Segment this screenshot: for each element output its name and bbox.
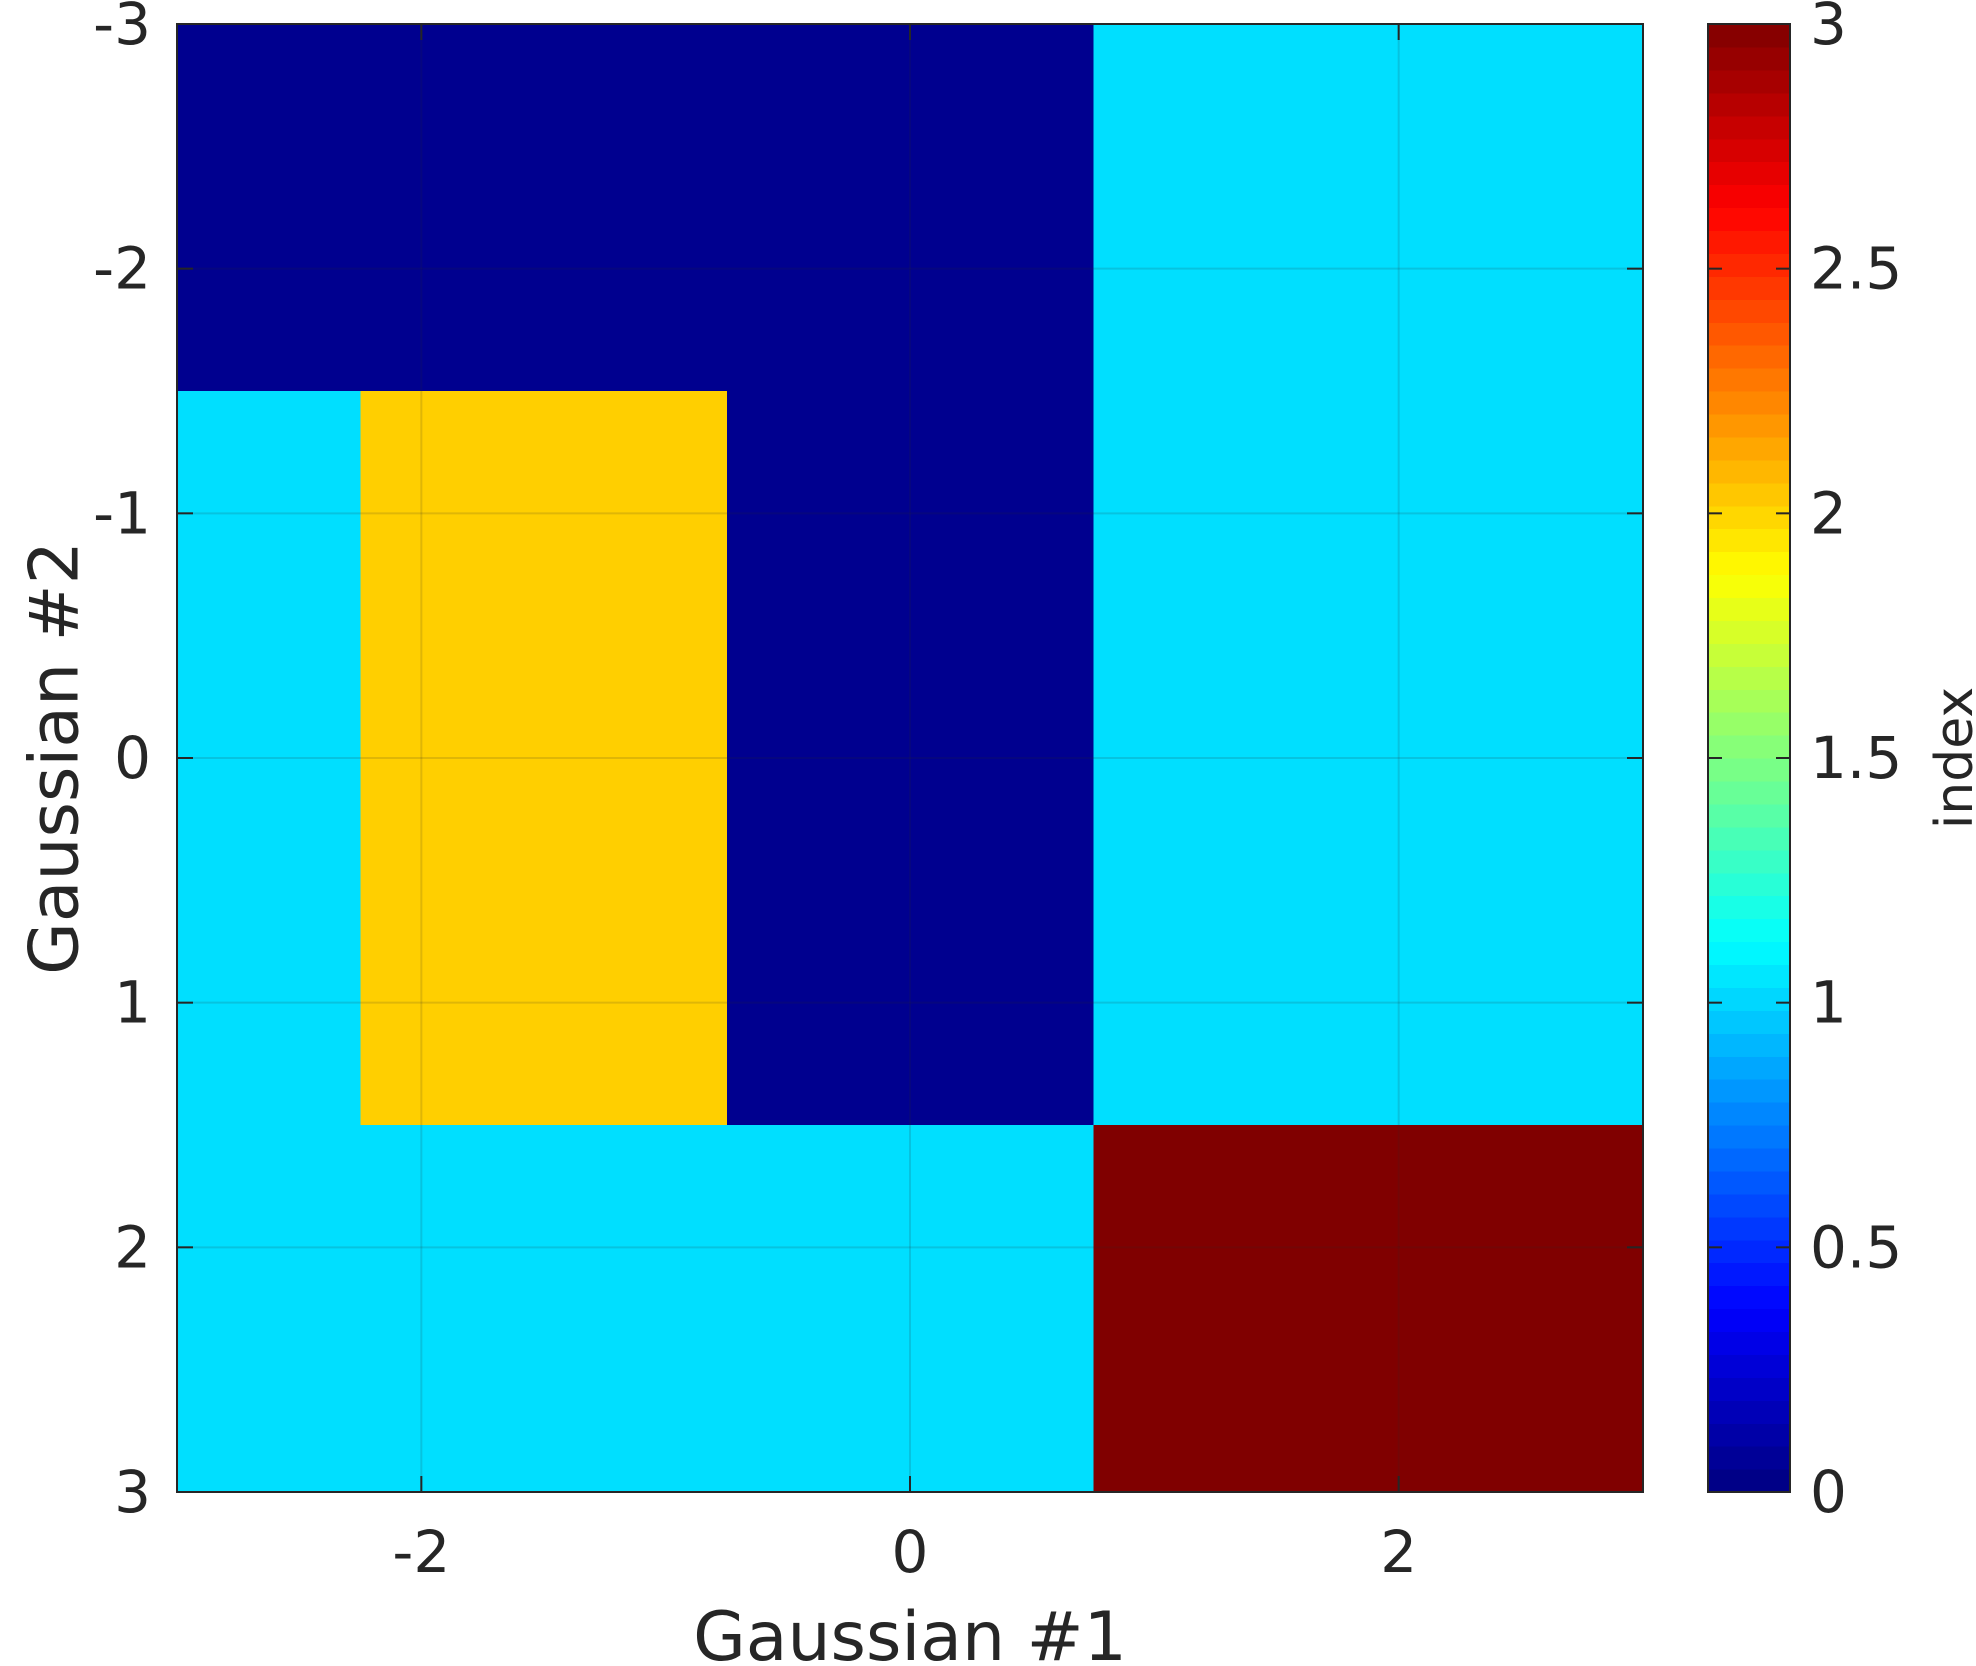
colorbar-band-56 <box>1708 185 1790 209</box>
heatmap-cell-1 <box>1093 24 1643 1125</box>
colorbar-band-23 <box>1708 942 1790 966</box>
colorbar-band-21 <box>1708 987 1790 1011</box>
colorbar-band-54 <box>1708 230 1790 254</box>
colorbar: 0 0.5 1 1.5 2 2.5 3 index <box>1708 0 1976 1526</box>
colorbar-label: index <box>1925 687 1976 829</box>
colorbar-band-55 <box>1708 208 1790 232</box>
colorbar-band-15 <box>1708 1125 1790 1149</box>
colorbar-band-29 <box>1708 804 1790 828</box>
colorbar-band-63 <box>1708 24 1790 48</box>
y-tick-label-2: -1 <box>93 479 151 547</box>
colorbar-band-30 <box>1708 781 1790 805</box>
colorbar-band-28 <box>1708 827 1790 851</box>
colorbar-band-39 <box>1708 575 1790 599</box>
colorbar-band-43 <box>1708 483 1790 507</box>
colorbar-band-59 <box>1708 116 1790 140</box>
colorbar-band-37 <box>1708 620 1790 644</box>
colorbar-band-2 <box>1708 1423 1790 1447</box>
colorbar-band-17 <box>1708 1079 1790 1103</box>
colorbar-band-49 <box>1708 345 1790 369</box>
colorbar-band-26 <box>1708 873 1790 897</box>
colorbar-band-51 <box>1708 299 1790 323</box>
y-tick-labels: -3 -2 -1 0 1 2 3 <box>93 0 151 1526</box>
colorbar-tick-label-4: 2 <box>1810 479 1847 547</box>
x-tick-label-0: -2 <box>392 1518 450 1586</box>
x-tick-labels: -2 0 2 <box>392 1518 1417 1586</box>
colorbar-band-11 <box>1708 1217 1790 1241</box>
colorbar-band-16 <box>1708 1102 1790 1126</box>
colorbar-band-41 <box>1708 529 1790 553</box>
heatmap-cell-5 <box>177 1125 1093 1492</box>
colorbar-tick-label-6: 3 <box>1810 0 1847 58</box>
y-axis-label: Gaussian #2 <box>16 541 95 975</box>
colorbar-band-19 <box>1708 1033 1790 1057</box>
x-axis-label: Gaussian #1 <box>693 1598 1127 1666</box>
colorbar-band-5 <box>1708 1354 1790 1378</box>
colorbar-band-48 <box>1708 368 1790 392</box>
colorbar-band-22 <box>1708 964 1790 988</box>
colorbar-tick-label-2: 1 <box>1810 969 1847 1037</box>
colorbar-tick-label-1: 0.5 <box>1810 1213 1902 1281</box>
colorbar-band-57 <box>1708 162 1790 186</box>
colorbar-band-61 <box>1708 70 1790 94</box>
x-tick-label-1: 0 <box>892 1518 929 1586</box>
y-tick-label-1: -2 <box>93 235 151 303</box>
heatmap-cell-0 <box>177 24 1093 391</box>
colorbar-tick-label-5: 2.5 <box>1810 235 1902 303</box>
colorbar-band-40 <box>1708 552 1790 576</box>
x-tick-label-2: 2 <box>1380 1518 1417 1586</box>
colorbar-band-20 <box>1708 1010 1790 1034</box>
y-tick-label-0: -3 <box>93 0 151 58</box>
colorbar-band-34 <box>1708 689 1790 713</box>
colorbar-band-7 <box>1708 1309 1790 1333</box>
colorbar-band-27 <box>1708 850 1790 874</box>
heatmap-cell-6 <box>1093 1125 1643 1492</box>
colorbar-band-3 <box>1708 1400 1790 1424</box>
y-tick-label-6: 3 <box>114 1458 151 1526</box>
colorbar-band-24 <box>1708 919 1790 943</box>
colorbar-band-25 <box>1708 896 1790 920</box>
colorbar-tick-labels: 0 0.5 1 1.5 2 2.5 3 <box>1810 0 1902 1526</box>
colorbar-tick-label-3: 1.5 <box>1810 724 1902 792</box>
colorbar-band-38 <box>1708 597 1790 621</box>
y-tick-label-5: 2 <box>114 1213 151 1281</box>
colorbar-band-33 <box>1708 712 1790 736</box>
colorbar-band-62 <box>1708 47 1790 71</box>
colorbar-band-13 <box>1708 1171 1790 1195</box>
y-tick-label-3: 0 <box>114 724 151 792</box>
colorbar-tick-label-0: 0 <box>1810 1458 1847 1526</box>
colorbar-band-46 <box>1708 414 1790 438</box>
colorbar-band-32 <box>1708 735 1790 759</box>
colorbar-band-42 <box>1708 506 1790 530</box>
colorbar-band-44 <box>1708 460 1790 484</box>
colorbar-band-36 <box>1708 643 1790 667</box>
colorbar-band-35 <box>1708 666 1790 690</box>
colorbar-band-52 <box>1708 276 1790 300</box>
colorbar-band-14 <box>1708 1148 1790 1172</box>
colorbar-band-58 <box>1708 139 1790 163</box>
colorbar-band-12 <box>1708 1194 1790 1218</box>
colorbar-band-31 <box>1708 758 1790 782</box>
colorbar-band-6 <box>1708 1331 1790 1355</box>
colorbar-band-0 <box>1708 1469 1790 1493</box>
colorbar-band-10 <box>1708 1240 1790 1264</box>
colorbar-band-47 <box>1708 391 1790 415</box>
colorbar-band-1 <box>1708 1446 1790 1470</box>
colorbar-band-45 <box>1708 437 1790 461</box>
colorbar-band-18 <box>1708 1056 1790 1080</box>
colorbar-band-4 <box>1708 1377 1790 1401</box>
colorbar-band-60 <box>1708 93 1790 117</box>
colorbar-band-9 <box>1708 1263 1790 1287</box>
colorbar-band-8 <box>1708 1286 1790 1310</box>
colorbar-band-50 <box>1708 322 1790 346</box>
colorbar-band-53 <box>1708 253 1790 277</box>
y-tick-label-4: 1 <box>114 969 151 1037</box>
